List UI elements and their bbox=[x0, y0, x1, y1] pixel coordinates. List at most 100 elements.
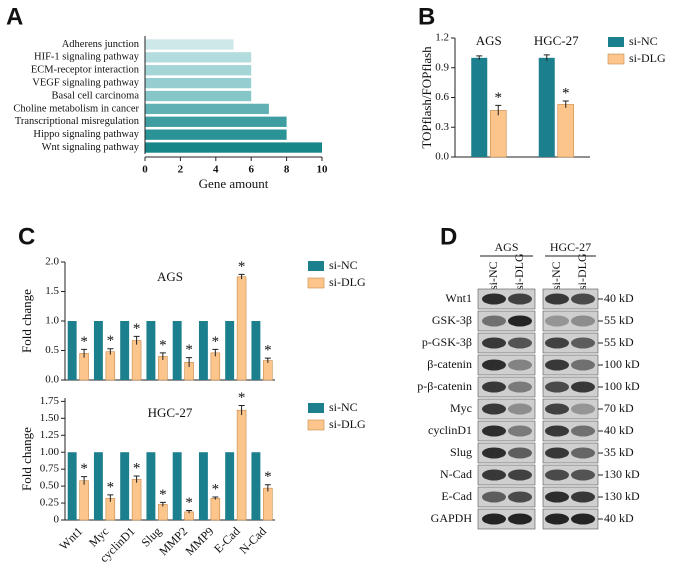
legend-label: si-DLG bbox=[629, 51, 666, 65]
bar bbox=[93, 321, 103, 380]
y-tick-label: 0.9 bbox=[435, 61, 449, 73]
y-tick-label: 2.0 bbox=[45, 256, 59, 268]
chart-title: AGS bbox=[157, 269, 183, 284]
size-label: 70 kD bbox=[604, 401, 634, 415]
y-tick-label: 0.5 bbox=[45, 344, 59, 356]
y-tick-label: 0.3 bbox=[435, 121, 449, 133]
y-tick-label: 0.0 bbox=[45, 374, 59, 386]
lane-label: si-DLG bbox=[575, 253, 589, 290]
size-label: 130 kD bbox=[604, 489, 640, 503]
significance-mark: * bbox=[159, 337, 167, 353]
blot-band bbox=[508, 381, 532, 393]
x-tick-label: 4 bbox=[213, 164, 219, 176]
panel-label: D bbox=[440, 223, 457, 250]
error-bar bbox=[264, 484, 271, 492]
x-axis-label: Gene amount bbox=[199, 176, 269, 191]
error-bar bbox=[107, 348, 114, 355]
blot-band bbox=[508, 403, 532, 415]
lane-label: si-NC bbox=[549, 261, 563, 290]
x-tick-label: 8 bbox=[284, 164, 290, 176]
lane-label: si-NC bbox=[486, 261, 500, 290]
category-label: VEGF signaling pathway bbox=[32, 78, 139, 89]
bar bbox=[105, 351, 116, 381]
panel-label: A bbox=[6, 3, 23, 30]
category-label: AGS bbox=[476, 33, 502, 48]
protein-label: p-β-catenin bbox=[417, 379, 472, 393]
bar bbox=[251, 321, 261, 380]
blot-band bbox=[508, 359, 532, 371]
error-bar bbox=[264, 357, 271, 363]
size-label: 100 kD bbox=[604, 357, 640, 371]
blot-band bbox=[508, 337, 532, 349]
error-bar bbox=[159, 352, 166, 360]
x-tick-label: MMP9 bbox=[182, 524, 216, 558]
blot-band bbox=[571, 447, 595, 459]
blot-band bbox=[545, 403, 569, 415]
error-bar bbox=[159, 501, 166, 507]
legend-label: si-DLG bbox=[329, 417, 366, 431]
significance-mark: * bbox=[107, 333, 115, 349]
legend-label: si-NC bbox=[329, 258, 358, 272]
protein-label: β-catenin bbox=[427, 357, 472, 371]
x-tick-label: 10 bbox=[317, 164, 329, 176]
bar bbox=[131, 340, 142, 381]
blot-band bbox=[482, 403, 506, 415]
protein-label: Myc bbox=[450, 401, 472, 415]
legend-label: si-NC bbox=[329, 400, 358, 414]
bar bbox=[131, 479, 142, 521]
error-bar bbox=[543, 54, 550, 61]
blot-band bbox=[508, 425, 532, 437]
y-tick-label: 0.0 bbox=[435, 151, 449, 163]
blot-band bbox=[482, 491, 506, 503]
blot-band bbox=[545, 359, 569, 371]
bar bbox=[198, 321, 208, 380]
bar bbox=[225, 452, 235, 520]
bar bbox=[251, 452, 261, 520]
blot-band bbox=[508, 447, 532, 459]
category-label: Transcriptional misregulation bbox=[15, 116, 140, 127]
blot-band bbox=[571, 513, 595, 525]
bar bbox=[263, 487, 273, 521]
blot-band bbox=[571, 337, 595, 349]
significance-mark: * bbox=[495, 90, 503, 106]
bar bbox=[557, 104, 575, 158]
category-label: Hippo signaling pathway bbox=[33, 129, 139, 140]
category-label: Wnt signaling pathway bbox=[42, 142, 140, 153]
panel-label: B bbox=[418, 3, 435, 30]
error-bar bbox=[238, 273, 245, 280]
bar bbox=[210, 498, 221, 521]
y-tick-label: 1.00 bbox=[40, 446, 60, 458]
blot-band bbox=[545, 447, 569, 459]
blot-band bbox=[571, 469, 595, 481]
bar bbox=[145, 142, 322, 153]
blot-band bbox=[571, 315, 595, 327]
error-bar bbox=[186, 510, 193, 514]
significance-mark: * bbox=[185, 495, 193, 511]
bar bbox=[236, 409, 247, 521]
group-label: HGC-27 bbox=[550, 240, 591, 254]
blot-band bbox=[482, 425, 506, 437]
error-bar bbox=[562, 100, 569, 108]
significance-mark: * bbox=[133, 321, 141, 337]
y-tick-label: 0.6 bbox=[435, 91, 449, 103]
blot-band bbox=[482, 315, 506, 327]
x-tick-label: E-Cad bbox=[211, 524, 243, 556]
error-bar bbox=[212, 348, 219, 357]
y-tick-label: 1.25 bbox=[40, 429, 60, 441]
y-tick-label: 0.50 bbox=[40, 480, 60, 492]
legend-label: si-DLG bbox=[329, 275, 366, 289]
blot-band bbox=[545, 491, 569, 503]
y-axis-label: Fold change bbox=[19, 289, 34, 353]
significance-mark: * bbox=[238, 259, 246, 275]
legend-swatch bbox=[307, 419, 325, 431]
error-bar bbox=[476, 55, 483, 60]
category-label: Choline metabolism in cancer bbox=[13, 103, 139, 114]
blot-band bbox=[545, 513, 569, 525]
category-label: Adherens junction bbox=[62, 39, 140, 50]
significance-mark: * bbox=[159, 487, 167, 503]
blot-band bbox=[508, 513, 532, 525]
y-tick-label: 1.0 bbox=[45, 315, 59, 327]
bar bbox=[263, 360, 273, 381]
bar bbox=[145, 39, 234, 50]
